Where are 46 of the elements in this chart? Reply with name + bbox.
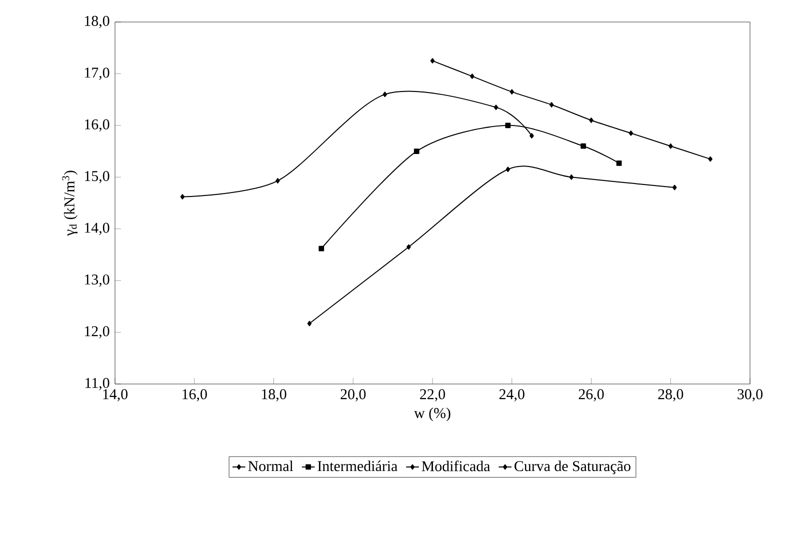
y-tick-label: 17,0 [84,68,110,80]
x-tick-label: 16,0 [182,389,207,402]
point [549,102,554,108]
x-tick-label: 30,0 [738,389,763,402]
legend-label: Modificada [422,460,490,472]
point [616,160,622,166]
y-tick-label: 13,0 [84,274,110,287]
point [628,130,634,136]
point [672,184,677,190]
point [318,246,324,252]
x-tick-label: 24,0 [499,389,524,402]
point [276,178,280,184]
legend-label: Curva de Saturação [514,460,630,474]
point [580,143,586,149]
x-axis-title: w (%) [414,408,450,422]
point [530,133,534,138]
x-tick-label: 22,0 [420,389,446,402]
point [470,74,474,79]
y-tick-label: 14,0 [84,222,110,235]
x-tick-label: 26,0 [578,389,604,402]
point [506,166,510,172]
y-tick-label: 16,0 [84,119,110,132]
legend-label: Intermediária [318,460,398,472]
point [180,194,185,200]
point [668,143,673,149]
x-tick-label: 28,0 [658,389,684,402]
point [430,58,435,64]
y-tick-label: 15,0 [84,171,110,184]
point [494,104,498,110]
y-tick-label: 18,0 [84,16,110,28]
y-tick-label: 12,0 [84,326,110,338]
x-tick-label: 14,0 [103,389,128,402]
point [708,156,712,162]
point [569,174,574,180]
x-tick-label: 20,0 [340,389,366,402]
point [510,89,514,95]
point [589,118,594,123]
y-tick-label: 11,0 [86,378,110,390]
legend-label: Normal [248,460,294,472]
point [406,244,411,250]
point [307,320,312,326]
x-tick-label: 18,0 [262,389,286,402]
point [505,122,511,128]
point [414,148,420,154]
point [382,92,388,98]
y-axis-title: γ$_{d}$ (kN/m$^{3}$) [62,170,78,236]
